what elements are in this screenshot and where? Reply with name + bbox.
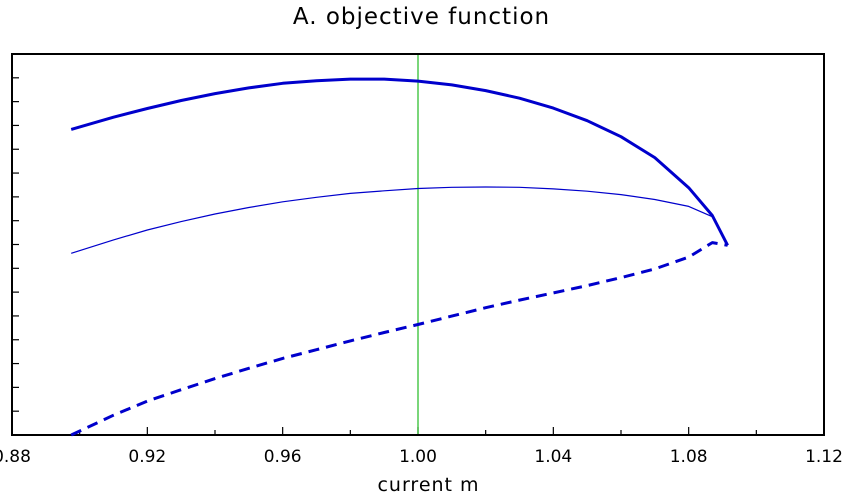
x-tick-label: 1.08 (670, 447, 708, 467)
series-line-thin-solid (71, 186, 729, 254)
chart-title: A. objective function (292, 4, 551, 30)
x-tick-label: 1.04 (534, 447, 572, 467)
series-layer (70, 77, 729, 437)
y-axis-ticks (12, 77, 19, 412)
series-line-thick-solid (70, 77, 729, 246)
x-tick-label: 1.00 (399, 447, 437, 467)
x-tick-label: 1.12 (805, 447, 843, 467)
x-tick-label: 0.96 (264, 447, 302, 467)
x-axis-tick-labels: 0.88 0.92 0.96 1.00 1.04 1.08 1.12 (0, 447, 843, 467)
x-tick-label: 0.92 (128, 447, 166, 467)
series-line-dashed (70, 241, 728, 437)
x-axis-title: current m (377, 474, 480, 496)
x-tick-label: 0.88 (0, 447, 31, 467)
